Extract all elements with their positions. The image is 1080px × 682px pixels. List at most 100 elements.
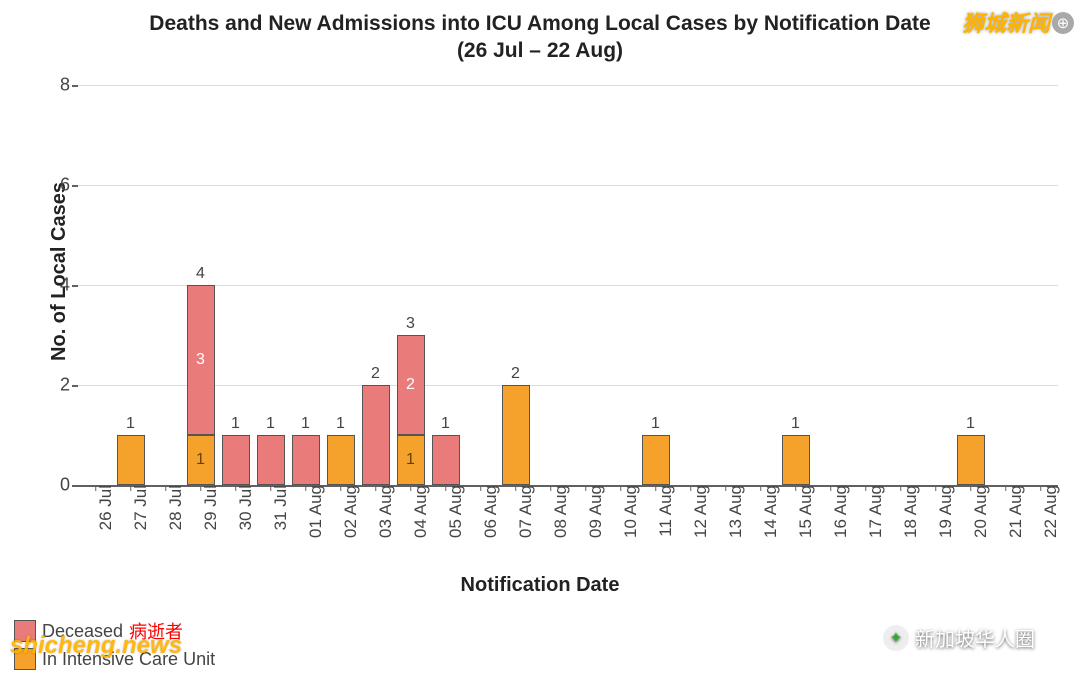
watermark-bottom-right-text: 新加坡华人圈 [915, 623, 1035, 652]
bar-segment-label: 3 [196, 351, 205, 369]
y-axis-label: No. of Local Cases [48, 182, 71, 361]
x-tick-label: 12 Aug [691, 485, 711, 538]
y-tick-mark [72, 485, 78, 487]
x-tick-label: 07 Aug [516, 485, 536, 538]
zoom-icon[interactable]: ⊕ [1052, 12, 1074, 34]
bar-segment-icu [642, 435, 670, 485]
bar-segment-icu: 1 [187, 435, 215, 485]
bar-segment-deceased [222, 435, 250, 485]
x-tick-label: 31 Jul [271, 485, 291, 530]
wechat-icon: ✦ [883, 625, 909, 651]
chart-title: Deaths and New Admissions into ICU Among… [0, 10, 1080, 65]
bar-total-label: 3 [406, 315, 415, 333]
x-tick-label: 02 Aug [341, 485, 361, 538]
x-tick-label: 05 Aug [446, 485, 466, 538]
bar-segment-deceased [432, 435, 460, 485]
bar-total-label: 1 [266, 415, 275, 433]
x-tick-label: 21 Aug [1006, 485, 1026, 538]
bar: 1 [292, 435, 320, 485]
watermark-bottom-right: ✦ 新加坡华人圈 [883, 623, 1035, 652]
x-tick-label: 15 Aug [796, 485, 816, 538]
gridline [78, 185, 1058, 186]
bar-segment-icu [117, 435, 145, 485]
bar-segment-icu [957, 435, 985, 485]
bar: 1 [432, 435, 460, 485]
bar-segment-label: 2 [406, 376, 415, 394]
x-tick-label: 08 Aug [551, 485, 571, 538]
x-tick-label: 10 Aug [621, 485, 641, 538]
bar-total-label: 1 [966, 415, 975, 433]
bar-total-label: 2 [511, 365, 520, 383]
x-tick-label: 16 Aug [831, 485, 851, 538]
bar: 213 [397, 335, 425, 485]
bar-segment-label: 1 [196, 451, 205, 469]
bar-total-label: 1 [441, 415, 450, 433]
x-axis-label: Notification Date [0, 574, 1080, 597]
y-tick-mark [72, 85, 78, 87]
y-tick-label: 0 [60, 475, 70, 496]
y-tick-label: 2 [60, 375, 70, 396]
x-tick-label: 29 Jul [201, 485, 221, 530]
bar-segment-icu [502, 385, 530, 485]
bar: 1 [117, 435, 145, 485]
y-tick-mark [72, 385, 78, 387]
bar-segment-icu [327, 435, 355, 485]
bar-total-label: 1 [301, 415, 310, 433]
x-tick-label: 22 Aug [1041, 485, 1061, 538]
watermark-bottom-left: shicheng.news [10, 632, 182, 660]
y-tick-mark [72, 185, 78, 187]
bar: 1 [642, 435, 670, 485]
x-tick-label: 30 Jul [236, 485, 256, 530]
x-tick-label: 17 Aug [866, 485, 886, 538]
chart-container: Deaths and New Admissions into ICU Among… [0, 0, 1080, 682]
bar: 2 [362, 385, 390, 485]
y-tick-mark [72, 285, 78, 287]
gridline [78, 285, 1058, 286]
chart-title-line1: Deaths and New Admissions into ICU Among… [149, 12, 930, 35]
x-tick-label: 18 Aug [901, 485, 921, 538]
bar-total-label: 4 [196, 265, 205, 283]
bar: 1 [957, 435, 985, 485]
bar-total-label: 1 [231, 415, 240, 433]
chart-title-line2: (26 Jul – 22 Aug) [457, 39, 623, 62]
bar-segment-deceased [292, 435, 320, 485]
x-tick-label: 01 Aug [306, 485, 326, 538]
x-tick-label: 04 Aug [411, 485, 431, 538]
x-tick-label: 11 Aug [656, 485, 676, 537]
x-tick-label: 14 Aug [761, 485, 781, 538]
bar-segment-deceased: 3 [187, 285, 215, 435]
x-tick-label: 06 Aug [481, 485, 501, 538]
x-tick-label: 13 Aug [726, 485, 746, 538]
bar: 1 [222, 435, 250, 485]
bar: 1 [782, 435, 810, 485]
gridline [78, 385, 1058, 386]
bar-segment-deceased: 2 [397, 335, 425, 435]
bar-total-label: 1 [336, 415, 345, 433]
gridline [78, 85, 1058, 86]
x-tick-label: 27 Jul [131, 485, 151, 530]
y-tick-label: 8 [60, 75, 70, 96]
bar-segment-icu [782, 435, 810, 485]
plot-area: 0246826 Jul27 Jul128 Jul29 Jul31430 Jul1… [78, 85, 1058, 485]
y-tick-label: 6 [60, 175, 70, 196]
x-tick-label: 03 Aug [376, 485, 396, 538]
x-tick-label: 26 Jul [96, 485, 116, 530]
x-tick-label: 19 Aug [936, 485, 956, 538]
bar-segment-icu: 1 [397, 435, 425, 485]
bar-total-label: 2 [371, 365, 380, 383]
bar-total-label: 1 [126, 415, 135, 433]
bar-segment-label: 1 [406, 451, 415, 469]
x-tick-label: 28 Jul [166, 485, 186, 530]
bar: 1 [257, 435, 285, 485]
watermark-top-right: 狮城新闻 [962, 6, 1050, 38]
x-tick-label: 09 Aug [586, 485, 606, 538]
bar: 1 [327, 435, 355, 485]
bar-total-label: 1 [791, 415, 800, 433]
bar-segment-deceased [362, 385, 390, 485]
bar-total-label: 1 [651, 415, 660, 433]
bar: 2 [502, 385, 530, 485]
y-tick-label: 4 [60, 275, 70, 296]
bar-segment-deceased [257, 435, 285, 485]
x-tick-label: 20 Aug [971, 485, 991, 538]
bar: 314 [187, 285, 215, 485]
